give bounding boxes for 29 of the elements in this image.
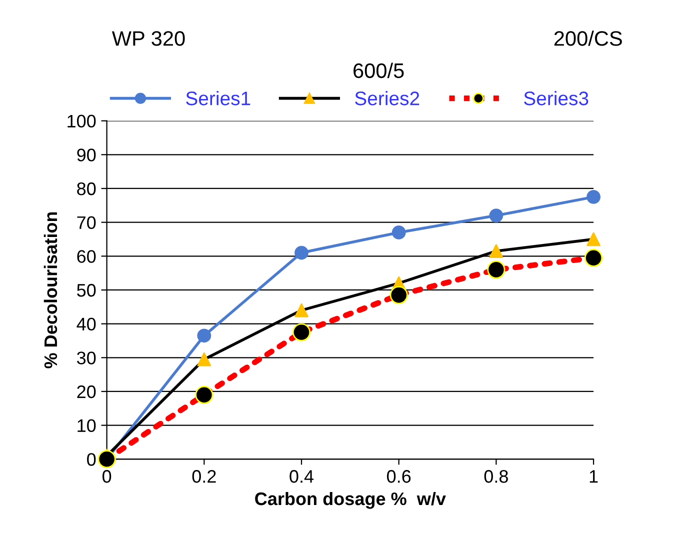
point (586, 232, 600, 246)
text: WP 320 (112, 31, 185, 46)
x-tick-label: 1 (590, 470, 598, 483)
x-axis-title: Carbon dosage % w/v (255, 492, 446, 509)
x-tick-label: 0 (102, 470, 112, 483)
y-tick-label: 100 (68, 114, 96, 128)
y-tick-label: 70 (77, 216, 96, 230)
legend-label: Series2 (355, 91, 420, 106)
legend-label: Series3 (524, 91, 588, 106)
y-tick-label: 50 (77, 284, 96, 297)
point (197, 352, 212, 366)
y-tick-label: 40 (76, 318, 96, 331)
y-tick-label: 10 (78, 419, 96, 432)
text: 600/5 (354, 62, 404, 78)
x-tick-label: 0.2 (192, 470, 216, 483)
y-tick-label: 90 (77, 148, 96, 162)
y-tick-label: 80 (77, 182, 96, 196)
y-tick-label: 0 (87, 453, 96, 466)
text: 200/CS (554, 30, 622, 46)
y-axis-title: % Decolourisation (44, 212, 58, 368)
x-tick-label: 0.8 (484, 470, 508, 483)
point (489, 244, 504, 258)
legend-label: Series1 (186, 91, 250, 106)
y-tick-label: 30 (77, 352, 96, 364)
point (294, 303, 308, 318)
x-tick-label: 0.6 (386, 470, 411, 483)
y-tick-label: 60 (77, 250, 96, 263)
x-tick-label: 0.4 (290, 470, 314, 483)
y-tick-label: 20 (77, 385, 96, 398)
